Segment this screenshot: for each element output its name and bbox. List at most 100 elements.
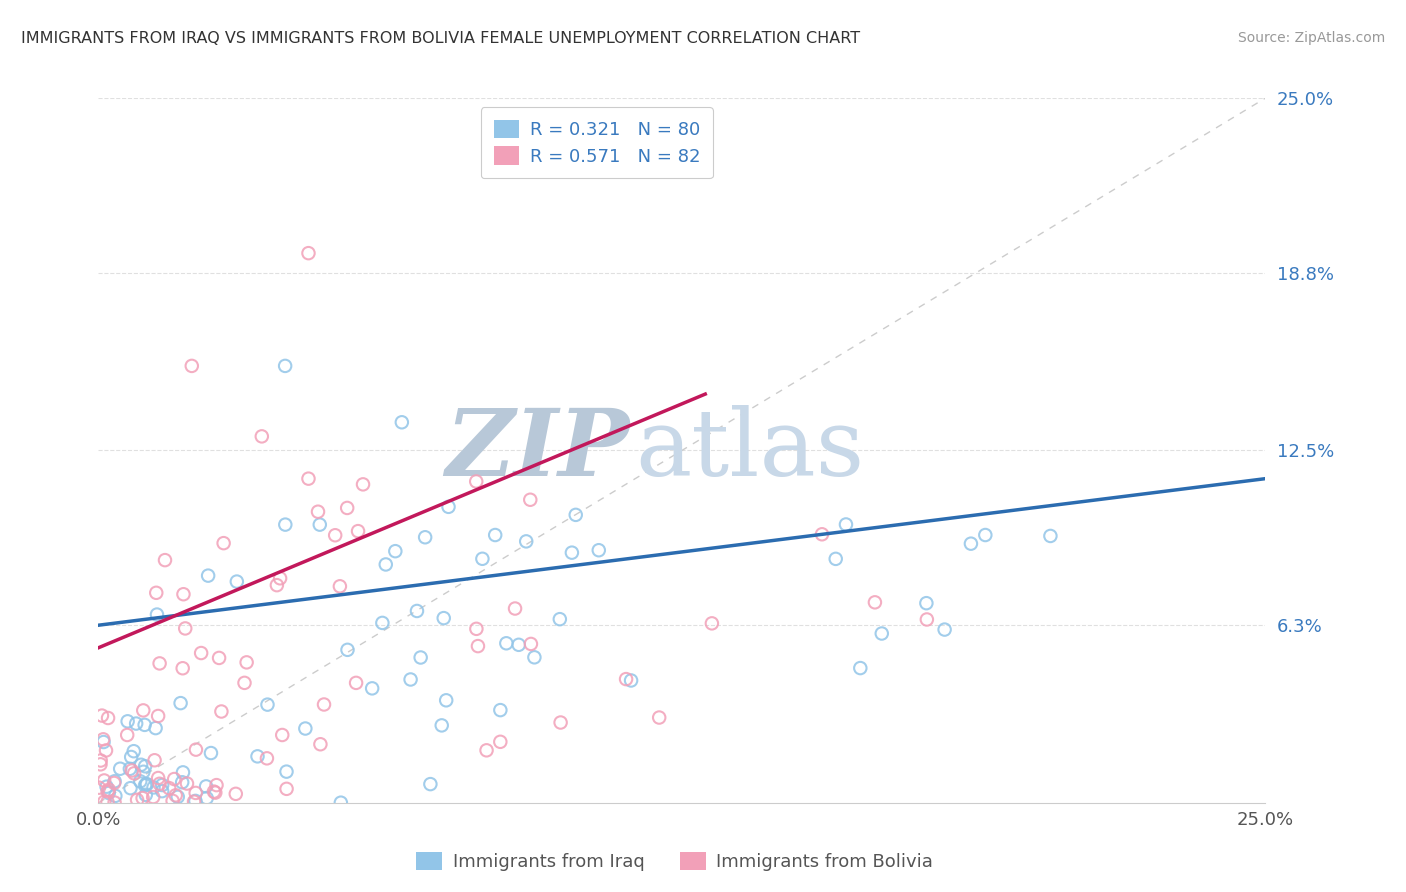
Point — [409, 650, 432, 665]
Point — [863, 595, 886, 609]
Point — [256, 698, 278, 712]
Point — [561, 546, 583, 560]
Point — [146, 607, 169, 622]
Point — [371, 615, 394, 630]
Point — [131, 791, 153, 805]
Point — [129, 757, 152, 772]
Point — [204, 786, 226, 800]
Point — [266, 578, 288, 592]
Point — [934, 623, 956, 637]
Point — [915, 596, 938, 610]
Point — [614, 672, 637, 686]
Point — [172, 765, 194, 780]
Point — [165, 789, 187, 803]
Point — [430, 718, 453, 732]
Point — [308, 517, 330, 532]
Point — [122, 766, 145, 780]
Point — [849, 661, 872, 675]
Point — [202, 784, 225, 798]
Point — [307, 505, 329, 519]
Point — [519, 492, 541, 507]
Point — [870, 626, 893, 640]
Point — [184, 742, 207, 756]
Point — [212, 536, 235, 550]
Point — [146, 709, 169, 723]
Point — [125, 716, 148, 731]
Point — [93, 795, 115, 809]
Point — [169, 696, 191, 710]
Point — [1039, 529, 1062, 543]
Point — [125, 793, 148, 807]
Point — [120, 781, 142, 796]
Point — [200, 746, 222, 760]
Point — [93, 735, 115, 749]
Text: Source: ZipAtlas.com: Source: ZipAtlas.com — [1237, 31, 1385, 45]
Point — [564, 508, 586, 522]
Point — [145, 586, 167, 600]
Point — [195, 791, 218, 805]
Point — [475, 743, 498, 757]
Point — [374, 558, 396, 572]
Point — [437, 500, 460, 514]
Point — [467, 639, 489, 653]
Point — [91, 732, 114, 747]
Point — [471, 551, 494, 566]
Point — [588, 543, 610, 558]
Point — [276, 781, 298, 796]
Point — [484, 528, 506, 542]
Point — [391, 415, 413, 429]
Point — [246, 749, 269, 764]
Point — [233, 676, 256, 690]
Text: atlas: atlas — [636, 406, 865, 495]
Point — [97, 782, 120, 797]
Point — [195, 780, 218, 794]
Point — [489, 735, 512, 749]
Point — [503, 601, 526, 615]
Point — [433, 611, 456, 625]
Point — [108, 762, 131, 776]
Point — [162, 794, 184, 808]
Point — [352, 477, 374, 491]
Point — [96, 780, 118, 794]
Legend: R = 0.321   N = 80, R = 0.571   N = 82: R = 0.321 N = 80, R = 0.571 N = 82 — [481, 107, 713, 178]
Point — [465, 475, 488, 489]
Point — [384, 544, 406, 558]
Point — [172, 661, 194, 675]
Point — [960, 537, 983, 551]
Point — [915, 612, 938, 626]
Point — [166, 789, 188, 804]
Point — [495, 636, 517, 650]
Point — [419, 777, 441, 791]
Point — [250, 429, 273, 443]
Point — [148, 771, 170, 785]
Point — [153, 553, 176, 567]
Point — [135, 777, 157, 791]
Point — [96, 795, 118, 809]
Point — [149, 657, 172, 671]
Point — [197, 568, 219, 582]
Point — [121, 764, 143, 778]
Point — [104, 789, 127, 803]
Point — [174, 622, 197, 636]
Point — [523, 650, 546, 665]
Point — [150, 784, 173, 798]
Point — [91, 708, 114, 723]
Point — [97, 711, 120, 725]
Point — [274, 359, 297, 373]
Point — [103, 776, 125, 790]
Point — [297, 246, 319, 260]
Point — [145, 721, 167, 735]
Point — [103, 796, 125, 810]
Point — [835, 517, 858, 532]
Point — [225, 574, 247, 589]
Point — [94, 743, 117, 757]
Point — [361, 681, 384, 696]
Point — [209, 705, 232, 719]
Point — [157, 781, 180, 796]
Point — [515, 534, 537, 549]
Point — [150, 778, 173, 792]
Point — [413, 530, 436, 544]
Point — [120, 750, 142, 764]
Point — [93, 773, 115, 788]
Point — [235, 656, 257, 670]
